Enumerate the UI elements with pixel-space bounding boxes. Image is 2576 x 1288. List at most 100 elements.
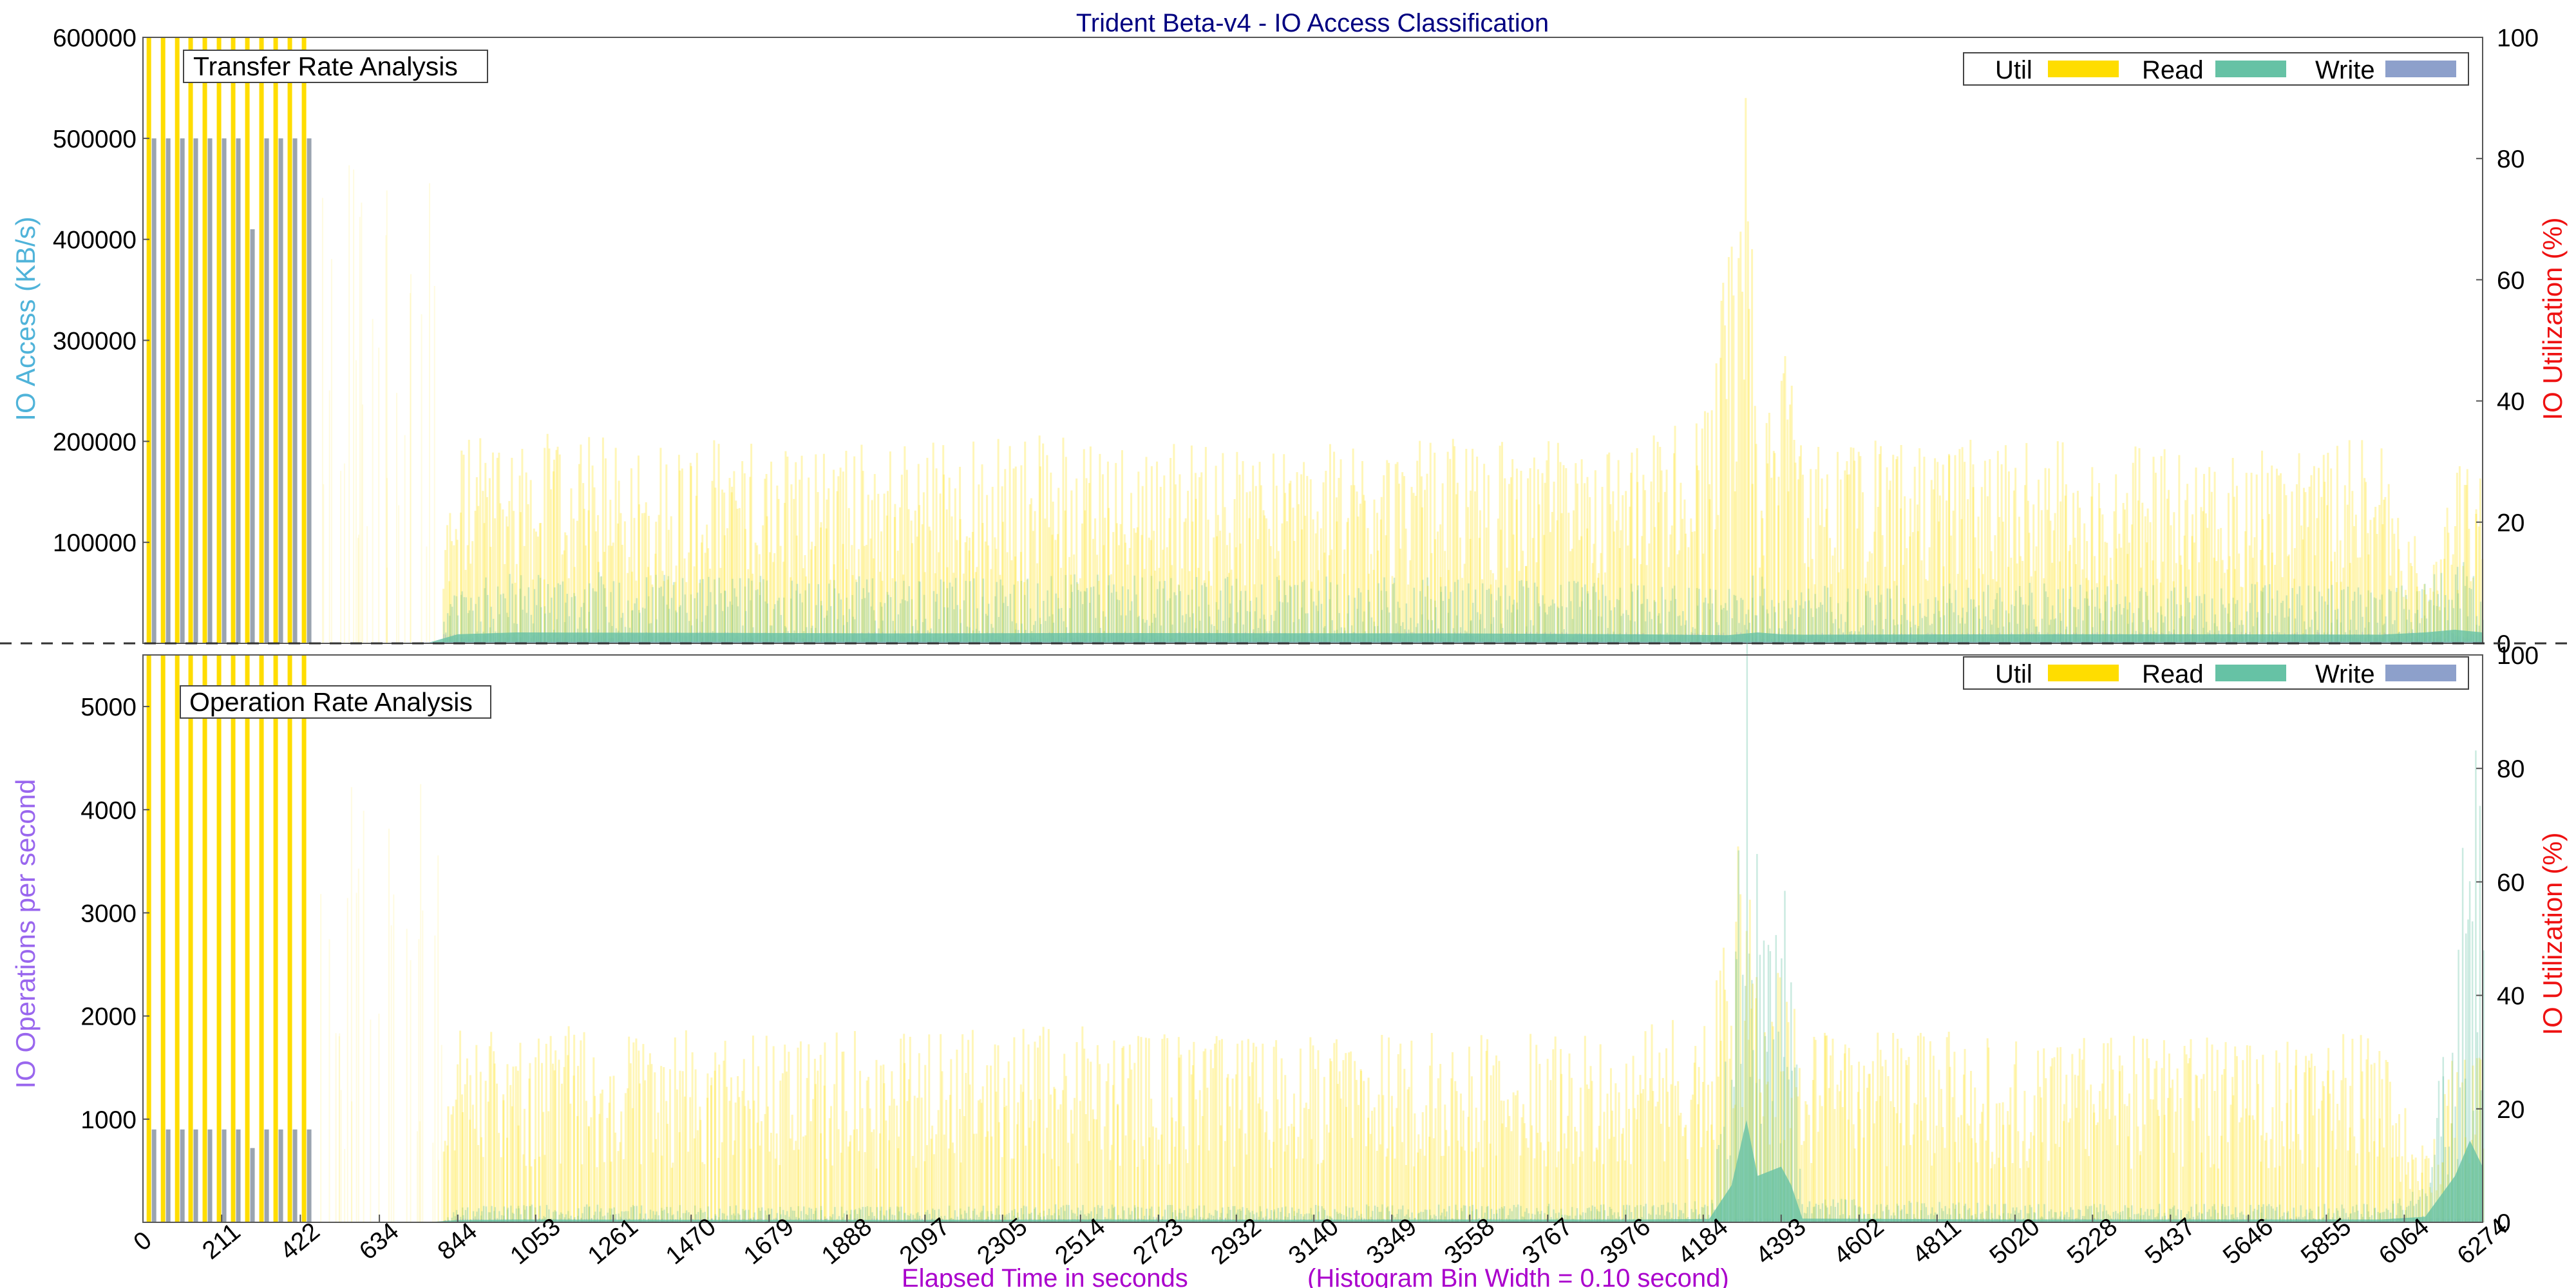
legend-write-label: Write [2315, 56, 2375, 84]
read-bar [1745, 614, 1747, 643]
read-bar [2124, 596, 2126, 643]
read-bar [804, 590, 807, 643]
util-bar [1180, 1054, 1182, 1222]
util-bar [2139, 567, 2142, 643]
util-bar [2074, 564, 2077, 643]
util-bar [894, 504, 896, 643]
read-bar [2146, 596, 2148, 643]
util-bar [871, 500, 873, 643]
util-bar [959, 519, 961, 643]
util-bar [1014, 556, 1017, 643]
util-bar [1020, 465, 1023, 643]
util-bar [825, 1159, 828, 1222]
util-bar [1208, 1150, 1210, 1222]
read-bar [2161, 614, 2163, 643]
read-bar [1305, 613, 1307, 643]
util-bar [2380, 448, 2383, 643]
util-bar [1589, 497, 1591, 643]
read-bar [645, 577, 648, 643]
util-bar [971, 531, 974, 643]
util-bar [795, 1141, 797, 1222]
util-bar [728, 478, 731, 643]
read-bar [1195, 576, 1198, 643]
util-bar [2428, 601, 2430, 643]
read-bar [1709, 589, 1711, 643]
read-bar [2467, 616, 2469, 643]
read-bar [2043, 583, 2045, 643]
util-bar [1144, 1037, 1147, 1222]
util-bar [2170, 525, 2172, 643]
read-bar [1150, 576, 1153, 643]
util-bar [2166, 498, 2168, 643]
read-bar [846, 621, 848, 643]
util-bar [1405, 528, 1407, 643]
util-bar [2240, 586, 2242, 643]
util-bar [2056, 441, 2059, 643]
util-bar [507, 526, 509, 643]
read-bar [1826, 587, 1829, 643]
util-bar [484, 462, 487, 643]
read-bar [2205, 621, 2208, 643]
read-bar [1568, 581, 1570, 643]
util-bar [635, 1038, 638, 1222]
read-bar [1752, 598, 1754, 643]
util-bar [1618, 548, 1621, 643]
util-bar [738, 507, 741, 643]
util-bar [565, 535, 568, 643]
read-bar [1953, 612, 1955, 643]
util-bar [2253, 537, 2256, 643]
util-bar [558, 454, 561, 643]
read-bar [618, 582, 621, 643]
read-bar [443, 621, 445, 643]
util-bar [1495, 580, 1497, 643]
util-bar [453, 545, 455, 643]
util-bar [772, 562, 775, 643]
read-bar [1914, 625, 1917, 643]
util-bar [1130, 1069, 1133, 1222]
util-bar [1732, 295, 1735, 643]
util-bar [1314, 1068, 1316, 1222]
util-bar [1046, 1128, 1048, 1222]
read-bar [1239, 600, 1241, 643]
util-bar [817, 492, 819, 643]
util-bar [1372, 569, 1375, 643]
util-bar [952, 573, 955, 643]
read-bar [895, 581, 896, 643]
util-bar [2393, 533, 2396, 643]
read-bar [852, 616, 855, 643]
util-bar [638, 504, 641, 643]
util-bar [1363, 500, 1366, 643]
read-bar [2433, 574, 2436, 643]
read-bar [1649, 611, 1651, 643]
util-bar [1977, 516, 1980, 643]
util-bar [1497, 518, 1499, 643]
util-bar [1964, 462, 1966, 643]
util-bar [1524, 565, 1527, 643]
util-bar [2060, 501, 2062, 643]
read-bar [870, 606, 873, 643]
util-bar [893, 1099, 895, 1222]
write-burst [151, 138, 156, 644]
read-bar [686, 612, 688, 643]
util-bar [1215, 1036, 1218, 1222]
util-bar [1009, 446, 1011, 643]
util-bar [1094, 518, 1097, 643]
read-bar [1973, 599, 1975, 643]
util-bar [457, 1064, 459, 1222]
util-bar [856, 1129, 858, 1222]
util-bar [1984, 460, 1986, 643]
read-bar [594, 591, 596, 643]
read-bar [1978, 618, 1981, 643]
util-bar [1128, 1045, 1131, 1222]
util-bar [521, 448, 524, 643]
util-bar [733, 471, 735, 643]
read-bar [1943, 615, 1946, 643]
util-bar [519, 512, 522, 643]
util-bar [1924, 579, 1927, 643]
util-bar [1420, 476, 1423, 643]
read-bar [1138, 616, 1140, 643]
read-bar [1425, 596, 1426, 643]
read-bar [778, 598, 781, 643]
read-bar [492, 618, 495, 643]
util-bar [1338, 478, 1340, 643]
